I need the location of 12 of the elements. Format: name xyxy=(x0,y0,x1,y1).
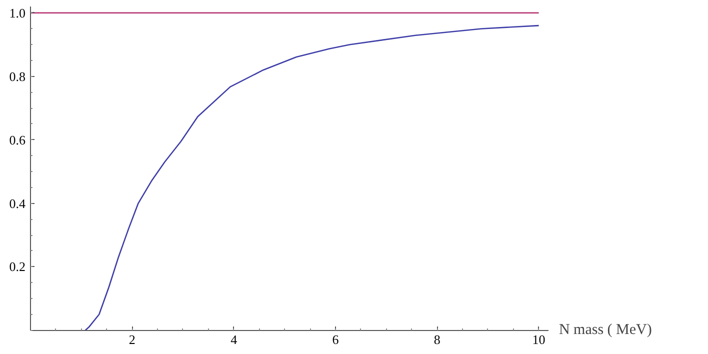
x-tick-label: 8 xyxy=(434,332,440,348)
y-tick-label: 0.4 xyxy=(9,196,26,211)
x-tick-label: 10 xyxy=(532,332,546,348)
x-tick-label: 4 xyxy=(230,332,238,348)
y-tick-label: 0.6 xyxy=(9,132,26,148)
y-tick-label: 0.2 xyxy=(9,259,26,274)
y-tick-label: 1.0 xyxy=(9,5,26,20)
x-tick-label: 6 xyxy=(332,332,340,348)
x-tick-label: 2 xyxy=(128,332,136,348)
y-tick-label: 0.8 xyxy=(9,68,26,84)
line-series xyxy=(84,24,540,331)
x-axis-title: N mass ( MeV) xyxy=(558,322,652,338)
